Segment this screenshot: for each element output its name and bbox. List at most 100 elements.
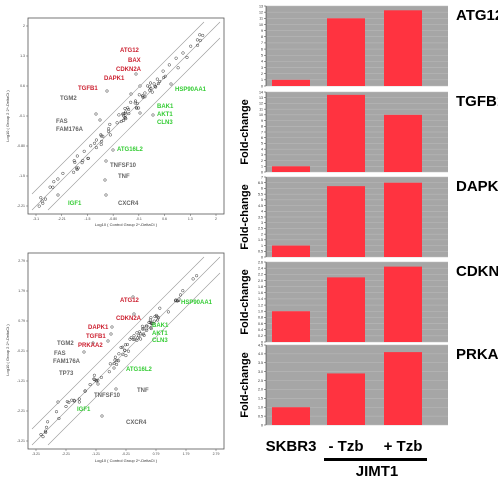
gene-label-dapk1: DAPK1 <box>104 76 125 82</box>
scatter-point <box>123 116 127 120</box>
upper-threshold-line <box>31 256 205 430</box>
y-tick-label: 2.5 <box>258 379 263 383</box>
y-tick-label: 7 <box>261 130 263 134</box>
gene-label-cdkn2a: CDKN2A <box>116 316 142 322</box>
scatter-point <box>112 361 116 365</box>
y-tick-label: 4.5 <box>258 204 263 208</box>
gene-label-bax: BAX <box>128 58 141 64</box>
gene-label-akt1: AKT1 <box>152 331 168 337</box>
bar-chart-gene-title: CDKN2A <box>456 263 498 280</box>
bar-cdkn2a-2 <box>384 266 422 342</box>
scatter-point <box>72 170 76 174</box>
y-tick-label: 11 <box>259 107 263 111</box>
scatter-point <box>148 81 153 85</box>
scatter-point <box>139 337 143 341</box>
gene-label-cln3: CLN3 <box>152 338 168 344</box>
scatter-x-tick-label: 0.6 <box>162 217 167 221</box>
gene-label-tgm2: TGM2 <box>57 341 74 347</box>
y-tick-label: 0.8 <box>258 316 263 320</box>
scatter-point <box>94 378 98 382</box>
scatter-y-tick-label: -2.21 <box>17 204 25 208</box>
highlighted-point <box>96 382 100 386</box>
gene-label-fas: FAS <box>54 351 66 357</box>
bar-chart-tgfb1: 01234567891011121314TGFB1Fold-change <box>239 90 498 174</box>
y-tick-label: 1.8 <box>258 285 263 289</box>
scatter-point <box>43 197 48 201</box>
scatter-point <box>124 110 128 114</box>
gene-label-bak1: BAK1 <box>157 104 174 110</box>
y-tick-label: 0.4 <box>258 328 263 332</box>
scatter-point <box>167 63 171 67</box>
scatter-point <box>106 129 111 133</box>
gene-label-igf1: IGF1 <box>77 407 91 413</box>
gene-label-cdkn2a: CDKN2A <box>116 67 142 73</box>
y-tick-label: 1 <box>261 78 263 82</box>
y-tick-label: 6 <box>261 136 263 140</box>
category-label-minus-tzb: - Tzb <box>329 438 364 455</box>
highlighted-point <box>138 111 142 115</box>
y-tick-label: 3 <box>261 221 263 225</box>
scatter-point <box>175 299 179 303</box>
bar-atg12-2 <box>384 10 422 86</box>
bar-chart-prkaa2: 0 0.5 1.0 1.5 2.0 2.5 3.0 3.5 4.0 4.5 PRKAA2 Fold-c… <box>239 343 498 427</box>
scatter-point <box>99 134 103 138</box>
y-tick-label: 3 <box>261 153 263 157</box>
scatter-point <box>149 326 153 330</box>
scatter-point <box>143 91 147 95</box>
bar-chart-cdkn2a: 0 0.2 0.4 0.6 0.8 1.0 1.2 1.4 1.6 1.8 2.0 2.2 2.4 2.6… <box>239 260 498 344</box>
scatter-point <box>56 177 60 181</box>
gene-label-tp73: TP73 <box>59 371 74 377</box>
highlighted-point <box>169 82 173 86</box>
scatter-x-tick-label: -3.1 <box>33 217 39 221</box>
gene-label-tgfb1: TGFB1 <box>78 86 98 92</box>
scatter-point <box>152 82 156 86</box>
scatter-point <box>181 289 185 293</box>
highlighted-point <box>105 89 109 93</box>
scatter-x-tick-label: -3.21 <box>32 452 40 456</box>
scatter-plot-bottom-ticks: -3.21 -2.21 -1.21 -0.21 0.79 1.79 2.79 2.79 1.79… <box>17 259 219 456</box>
scatter-point <box>99 375 103 379</box>
scatter-y-tick-label: 0.6 <box>20 84 25 88</box>
scatter-point <box>127 107 131 112</box>
y-tick-label: 8 <box>261 35 263 39</box>
scatter-point <box>117 113 121 117</box>
y-tick-label: 1.6 <box>258 291 263 295</box>
gene-label-cln3: CLN3 <box>157 120 173 126</box>
gene-label-hsp90aa1: HSP90AA1 <box>175 87 207 93</box>
scatter-point <box>158 306 162 310</box>
scatter-point <box>176 66 180 70</box>
scatter-point <box>148 88 152 92</box>
y-tick-label: 7 <box>261 175 263 179</box>
highlighted-point <box>103 178 107 182</box>
scatter-point <box>137 93 141 97</box>
scatter-point <box>48 185 52 189</box>
y-tick-label: 5 <box>261 54 263 58</box>
scatter-point <box>88 382 92 387</box>
highlighted-point <box>104 193 108 197</box>
bar-chart-atg12: 012345678910111213ATG12 <box>259 4 498 88</box>
scatter-plot-top-ylabel: Log10 ( Group 2 2^-DeltaCt ) <box>5 90 10 142</box>
highlighted-point <box>151 113 155 117</box>
scatter-point <box>126 349 131 353</box>
scatter-point <box>128 337 132 341</box>
y-tick-label: 1.0 <box>258 406 263 410</box>
y-tick-label: 2.5 <box>258 227 263 231</box>
scatter-point <box>92 141 97 145</box>
y-tick-label: 1 <box>261 244 263 248</box>
scatter-point <box>74 166 79 170</box>
scatter-point <box>77 400 81 404</box>
group-label-jimt1: JIMT1 <box>356 463 399 480</box>
gene-label-cxcr4: CXCR4 <box>118 201 139 207</box>
y-tick-label: 4 <box>261 147 263 151</box>
scatter-point <box>121 114 126 118</box>
highlighted-point <box>177 297 181 301</box>
scatter-point <box>133 99 138 103</box>
scatter-plot-bottom-xlabel: Log10 ( Control Group 2^-DeltaCt ) <box>95 458 158 463</box>
y-tick-label: 1.2 <box>258 303 263 307</box>
scatter-point <box>92 373 96 377</box>
scatter-y-tick-label: 2.79 <box>18 259 25 263</box>
highlighted-point <box>82 350 86 354</box>
scatter-y-tick-label: -3.21 <box>17 439 25 443</box>
bar-chart-gene-title: DAPK1 <box>456 178 498 195</box>
bar-dapk1-1 <box>327 186 365 257</box>
